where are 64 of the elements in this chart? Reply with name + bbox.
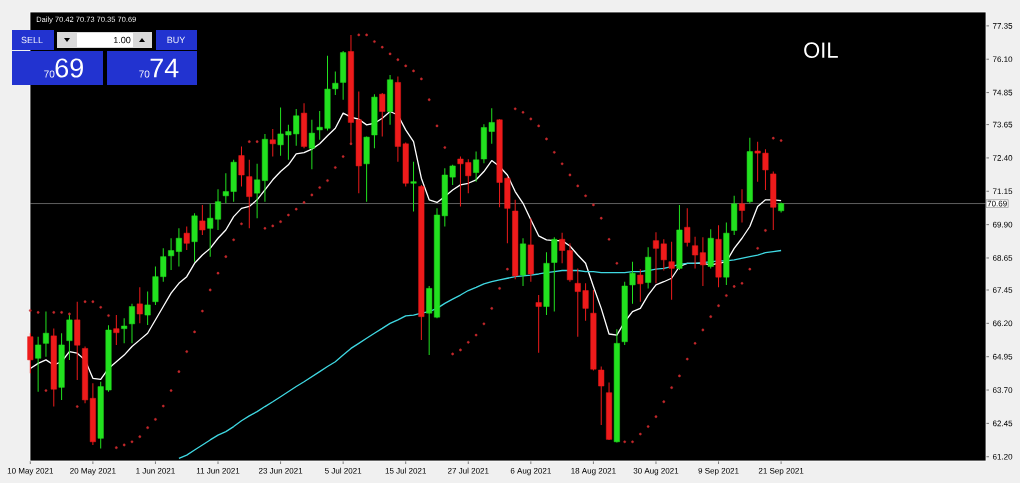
y-tick-label: 68.65 (992, 255, 1013, 261)
y-tick-label: 66.20 (992, 320, 1013, 327)
annotation: 74 (150, 58, 179, 78)
candlestick (246, 159, 253, 229)
candlestick (739, 188, 745, 223)
x-tick-label: 18 Aug 2021 (571, 467, 616, 476)
annotation: 70 (44, 70, 55, 78)
candlestick (42, 311, 49, 358)
y-tick-label: 64.95 (992, 353, 1013, 360)
annotation: SELL (21, 36, 43, 44)
candlestick (692, 236, 699, 269)
candlestick (129, 303, 135, 344)
candlestick (473, 151, 480, 183)
annotation: 1.00 (113, 36, 131, 44)
x-tick-label: 23 Jun 2021 (258, 467, 303, 474)
annotation: 69 (55, 58, 83, 78)
x-tick-label: 11 Jun 2021 (196, 467, 240, 474)
y-tick-label: 63.70 (992, 387, 1013, 393)
y-tick-label: 69.90 (992, 221, 1013, 228)
ref-line-label: 70.69 (987, 200, 1007, 207)
candlestick (183, 226, 190, 251)
x-tick-label: 21 Sep 2021 (758, 467, 804, 476)
candlestick (410, 161, 417, 213)
x-tick-label: 5 Jul 2021 (325, 467, 362, 474)
x-tick-label: 30 Aug 2021 (633, 467, 679, 476)
y-tick-label: 73.65 (992, 121, 1013, 128)
candlestick (113, 314, 120, 346)
x-tick-label: 9 Sep 2021 (698, 467, 739, 476)
candlestick (308, 119, 315, 170)
x-tick-label: 27 Jul 2021 (448, 467, 489, 474)
candlestick (199, 204, 206, 236)
x-tick-label: 15 Jul 2021 (385, 467, 426, 474)
candlestick (269, 128, 276, 158)
candlestick (175, 227, 182, 268)
annotation: 70 (139, 70, 150, 78)
candlestick (668, 241, 675, 301)
candlestick (168, 237, 175, 271)
candlestick (66, 312, 73, 361)
x-tick-label: 1 Jun 2021 (136, 467, 175, 474)
candlestick (144, 291, 151, 326)
x-tick-label: 6 Aug 2021 (510, 467, 551, 476)
candlestick (535, 294, 542, 354)
y-tick-label: 77.35 (992, 23, 1013, 29)
y-tick-label: 71.15 (992, 188, 1013, 195)
annotation: BUY (167, 36, 186, 44)
text: OIL (804, 42, 838, 58)
y-tick-label: 67.45 (992, 287, 1013, 293)
y-tick-label: 76.10 (992, 56, 1013, 63)
candlestick (699, 236, 706, 287)
candlestick (35, 336, 42, 393)
candlestick (379, 92, 386, 138)
y-tick-label: 61.20 (992, 453, 1013, 460)
x-tick-label: 20 May 2021 (70, 467, 116, 476)
candlestick (136, 286, 143, 324)
candlestick (27, 332, 34, 374)
candlestick (121, 317, 128, 344)
candlestick (238, 145, 245, 187)
candlestick (551, 236, 558, 313)
x-tick-label: 10 May 2021 (7, 467, 54, 476)
candlestick (637, 268, 644, 303)
y-tick-label: 72.40 (992, 155, 1013, 161)
y-tick-label: 74.85 (992, 89, 1013, 96)
y-tick-label: 62.45 (992, 420, 1013, 427)
candlestick (684, 207, 691, 247)
